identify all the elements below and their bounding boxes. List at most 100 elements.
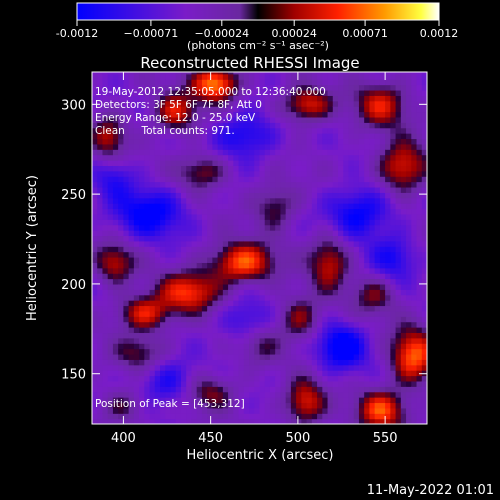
heatmap-cell (212, 165, 219, 172)
heatmap-cell (180, 418, 187, 424)
heatmap-cell (327, 289, 334, 296)
heatmap-cell (379, 386, 386, 393)
heatmap-cell (233, 106, 240, 113)
heatmap-cell (259, 375, 266, 382)
heatmap-cell (180, 127, 187, 134)
heatmap-cell (243, 186, 250, 193)
heatmap-cell (139, 402, 145, 409)
heatmap-cell (395, 391, 402, 398)
heatmap-cell (406, 380, 412, 387)
heatmap-cell (238, 235, 245, 242)
heatmap-cell (92, 262, 98, 269)
heatmap-cell (207, 359, 213, 366)
heatmap-cell (306, 192, 313, 199)
heatmap-cell (348, 186, 355, 193)
heatmap-cell (191, 256, 198, 263)
heatmap-cell (228, 170, 234, 177)
heatmap-cell (322, 418, 329, 424)
heatmap-cell (217, 170, 224, 177)
heatmap-cell (374, 348, 381, 355)
heatmap-cell (338, 154, 344, 161)
heatmap-cell (238, 343, 245, 350)
heatmap-cell (97, 278, 104, 285)
heatmap-cell (395, 370, 402, 377)
heatmap-cell (390, 251, 397, 258)
heatmap-cell (385, 402, 391, 409)
heatmap-cell (154, 278, 161, 285)
plot-annotations: 19-May-2012 12:35:05.000 to 12:36:40.000… (95, 86, 326, 410)
heatmap-cell (170, 327, 177, 334)
heatmap-cell (338, 116, 344, 123)
heatmap-cell (301, 230, 308, 237)
heatmap-cell (296, 208, 302, 215)
heatmap-cell (285, 186, 292, 193)
heatmap-cell (280, 192, 287, 199)
heatmap-cell (228, 197, 234, 204)
heatmap-cell (306, 337, 313, 344)
heatmap-cell (144, 213, 151, 220)
heatmap-cell (285, 240, 292, 247)
heatmap-cell (374, 100, 381, 107)
heatmap-cell (139, 386, 145, 393)
heatmap-cell (332, 127, 339, 134)
heatmap-cell (364, 192, 371, 199)
heatmap-cell (353, 353, 360, 360)
heatmap-cell (165, 116, 172, 123)
heatmap-cell (374, 170, 381, 177)
heatmap-cell (102, 133, 109, 140)
heatmap-cell (385, 224, 391, 231)
heatmap-cell (395, 375, 402, 382)
heatmap-cell (207, 397, 213, 404)
heatmap-cell (290, 176, 297, 183)
heatmap-cell (118, 176, 124, 183)
heatmap-cell (348, 332, 355, 339)
heatmap-cell (133, 407, 140, 414)
heatmap-cell (139, 321, 145, 328)
heatmap-cell (416, 230, 423, 237)
heatmap-cell (385, 160, 391, 166)
heatmap-cell (364, 100, 371, 107)
heatmap-cell (259, 402, 266, 409)
heatmap-cell (301, 106, 308, 113)
heatmap-cell (228, 310, 234, 317)
heatmap-cell (254, 186, 261, 193)
heatmap-cell (385, 251, 391, 258)
heatmap-cell (358, 89, 365, 96)
heatmap-cell (165, 327, 172, 334)
heatmap-cell (217, 353, 224, 360)
heatmap-cell (196, 235, 203, 242)
heatmap-cell (332, 273, 339, 280)
heatmap-cell (364, 402, 371, 409)
heatmap-cell (269, 122, 276, 129)
heatmap-cell (395, 197, 402, 204)
heatmap-cell (385, 181, 391, 188)
heatmap-cell (149, 111, 156, 118)
heatmap-cell (301, 235, 308, 242)
heatmap-cell (165, 224, 172, 231)
heatmap-cell (411, 73, 418, 80)
heatmap-cell (123, 100, 130, 107)
heatmap-cell (411, 262, 418, 269)
heatmap-cell (186, 240, 193, 247)
heatmap-cell (243, 170, 250, 177)
heatmap-cell (191, 181, 198, 188)
heatmap-cell (400, 127, 407, 134)
heatmap-cell (201, 106, 208, 113)
heatmap-cell (139, 289, 145, 296)
heatmap-cell (275, 138, 282, 145)
heatmap-cell (154, 116, 161, 123)
heatmap-cell (343, 321, 350, 328)
heatmap-cell (301, 402, 308, 409)
heatmap-cell (416, 353, 423, 360)
heatmap-cell (358, 176, 365, 183)
heatmap-cell (112, 375, 119, 382)
heatmap-cell (133, 283, 140, 290)
heatmap-cell (390, 160, 397, 166)
heatmap-cell (296, 337, 302, 344)
heatmap-cell (317, 72, 323, 75)
heatmap-cell (317, 106, 323, 113)
heatmap-cell (149, 332, 156, 339)
heatmap-cell (144, 230, 151, 237)
heatmap-cell (160, 246, 166, 253)
heatmap-cell (338, 337, 344, 344)
